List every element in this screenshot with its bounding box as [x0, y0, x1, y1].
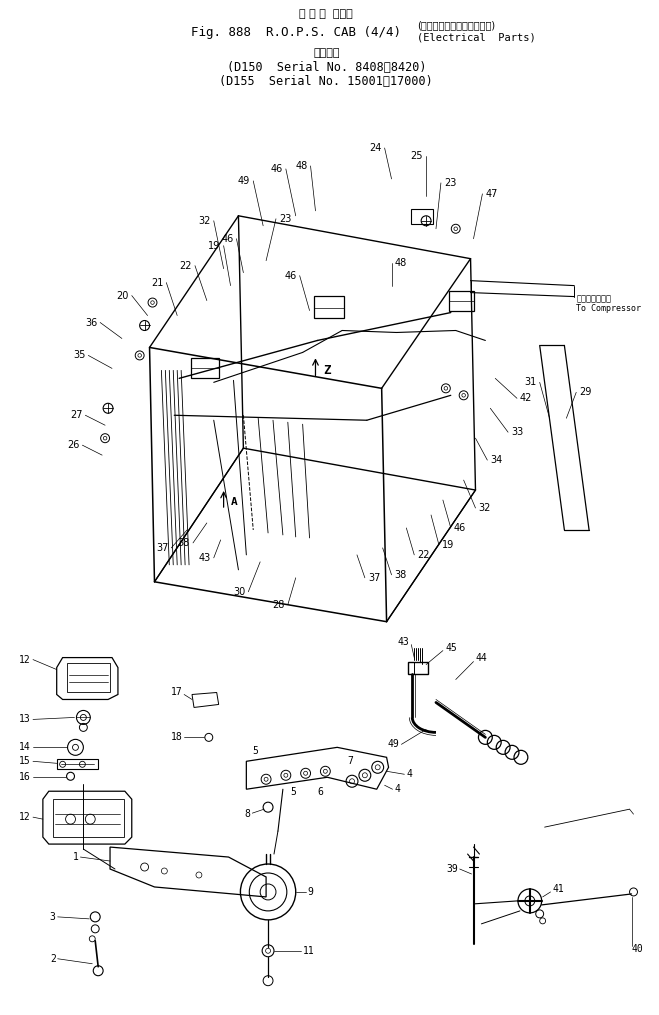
- Text: To Compressor: To Compressor: [576, 304, 641, 313]
- Text: 適用号機: 適用号機: [313, 49, 339, 58]
- Bar: [314, 295, 344, 318]
- Text: 34: 34: [490, 455, 503, 465]
- Text: 46: 46: [271, 164, 283, 174]
- Text: 29: 29: [579, 388, 592, 397]
- Text: 14: 14: [19, 742, 31, 752]
- Text: 33: 33: [511, 427, 523, 437]
- Text: (（エレクトリカルパーツ）): (（エレクトリカルパーツ）): [417, 20, 496, 30]
- Text: 32: 32: [478, 503, 491, 513]
- Text: (D150  Serial No. 8408～8420): (D150 Serial No. 8408～8420): [227, 61, 426, 74]
- Text: 19: 19: [442, 540, 454, 550]
- Text: 43: 43: [397, 636, 409, 647]
- Text: 46: 46: [221, 233, 233, 244]
- Text: 48: 48: [395, 258, 407, 268]
- Bar: [409, 662, 428, 674]
- Text: 3: 3: [50, 911, 56, 922]
- Text: 30: 30: [233, 587, 245, 597]
- Bar: [53, 799, 124, 837]
- Text: 21: 21: [151, 278, 163, 287]
- Text: 46: 46: [454, 523, 466, 533]
- Bar: [67, 663, 110, 692]
- Text: 13: 13: [19, 715, 31, 725]
- Bar: [411, 209, 433, 223]
- Text: 49: 49: [387, 739, 399, 749]
- Text: 27: 27: [70, 410, 82, 420]
- Text: 49: 49: [238, 176, 250, 186]
- Text: 5: 5: [252, 746, 258, 756]
- Text: 48: 48: [295, 161, 308, 171]
- Text: 2: 2: [50, 954, 56, 964]
- Text: 23: 23: [279, 214, 291, 223]
- Text: 37: 37: [368, 572, 380, 583]
- Text: 42: 42: [520, 393, 532, 403]
- Text: 26: 26: [67, 441, 80, 451]
- Text: 18: 18: [171, 733, 182, 742]
- Text: 36: 36: [85, 318, 97, 328]
- Text: 9: 9: [308, 887, 314, 897]
- Text: Z: Z: [324, 363, 331, 377]
- Text: 31: 31: [525, 378, 536, 388]
- Text: (Electrical  Parts): (Electrical Parts): [417, 32, 536, 43]
- Text: 24: 24: [369, 143, 382, 153]
- Text: A: A: [231, 497, 237, 508]
- Text: 12: 12: [19, 812, 31, 822]
- Text: (D155  Serial No. 15001～17000): (D155 Serial No. 15001～17000): [219, 75, 433, 87]
- Text: 5: 5: [290, 788, 296, 797]
- Text: 17: 17: [171, 687, 182, 697]
- Text: 22: 22: [179, 261, 192, 271]
- Text: 28: 28: [272, 600, 285, 610]
- Text: 41: 41: [552, 884, 564, 894]
- Bar: [191, 358, 219, 379]
- Text: 20: 20: [117, 290, 129, 300]
- Text: 40: 40: [631, 944, 643, 954]
- Text: 46: 46: [285, 271, 297, 280]
- Bar: [449, 290, 474, 311]
- Text: 37: 37: [156, 543, 168, 553]
- Text: 12: 12: [19, 655, 31, 665]
- Text: ロ プ ス  キャブ: ロ プ ス キャブ: [299, 9, 353, 19]
- Text: Fig. 888  R.O.P.S. CAB (4/4): Fig. 888 R.O.P.S. CAB (4/4): [191, 25, 401, 39]
- Text: 11: 11: [302, 946, 314, 956]
- Text: 16: 16: [19, 772, 31, 783]
- Text: 6: 6: [318, 788, 324, 797]
- Text: 32: 32: [198, 216, 211, 225]
- Bar: [57, 759, 98, 769]
- Text: 38: 38: [178, 538, 190, 548]
- Text: 4: 4: [407, 769, 413, 780]
- Text: 43: 43: [198, 553, 211, 563]
- Text: 19: 19: [208, 241, 221, 251]
- Text: 8: 8: [244, 809, 250, 819]
- Text: コンプレッサへ: コンプレッサへ: [576, 294, 612, 303]
- Text: 1: 1: [72, 852, 78, 862]
- Text: 23: 23: [444, 178, 456, 188]
- Text: 25: 25: [411, 151, 423, 161]
- Text: 7: 7: [347, 756, 353, 766]
- Text: 4: 4: [395, 785, 401, 794]
- Text: 44: 44: [476, 653, 487, 663]
- Text: 38: 38: [395, 569, 407, 580]
- Text: 45: 45: [446, 642, 457, 653]
- Text: 22: 22: [417, 550, 430, 560]
- Text: 39: 39: [446, 864, 458, 874]
- Text: 35: 35: [73, 350, 86, 360]
- Text: 47: 47: [486, 189, 498, 199]
- Text: 15: 15: [19, 756, 31, 766]
